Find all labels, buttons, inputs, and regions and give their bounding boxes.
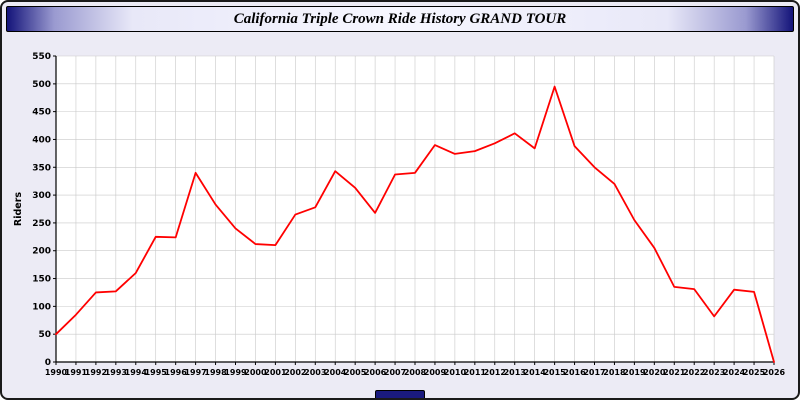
svg-text:1992: 1992 <box>85 368 107 377</box>
svg-text:50: 50 <box>38 330 51 340</box>
svg-text:2009: 2009 <box>424 368 447 377</box>
svg-text:Riders: Riders <box>13 192 24 227</box>
svg-text:1997: 1997 <box>184 368 206 377</box>
svg-text:300: 300 <box>32 191 51 201</box>
riders-line-chart: 0501001502002503003504004505005501990199… <box>13 52 786 377</box>
svg-text:2015: 2015 <box>543 368 566 377</box>
svg-text:2010: 2010 <box>444 368 467 377</box>
page-title: California Triple Crown Ride History GRA… <box>233 10 567 27</box>
svg-text:1994: 1994 <box>125 368 148 377</box>
svg-text:2011: 2011 <box>464 368 487 377</box>
chart-panel: 0 50 100 150 200 250 300 350 400 450 500 550 1990 199… <box>10 46 790 392</box>
svg-text:350: 350 <box>32 163 51 173</box>
svg-text:2026: 2026 <box>763 368 786 377</box>
svg-text:1993: 1993 <box>105 368 127 377</box>
svg-text:2004: 2004 <box>324 368 347 377</box>
bottom-accent-bar <box>375 390 425 398</box>
svg-text:2014: 2014 <box>524 368 547 377</box>
svg-text:1991: 1991 <box>65 368 88 377</box>
svg-text:2022: 2022 <box>683 368 705 377</box>
svg-text:2003: 2003 <box>304 368 326 377</box>
svg-text:2007: 2007 <box>384 368 406 377</box>
svg-text:0: 0 <box>45 358 51 368</box>
svg-text:2023: 2023 <box>703 368 725 377</box>
svg-text:500: 500 <box>32 80 51 90</box>
svg-text:1990: 1990 <box>45 368 68 377</box>
svg-text:2021: 2021 <box>663 368 686 377</box>
svg-text:2025: 2025 <box>743 368 766 377</box>
svg-text:2019: 2019 <box>623 368 646 377</box>
svg-text:250: 250 <box>32 219 51 229</box>
svg-text:2006: 2006 <box>364 368 387 377</box>
title-bar: California Triple Crown Ride History GRA… <box>6 6 794 32</box>
svg-text:150: 150 <box>32 275 51 285</box>
svg-text:100: 100 <box>32 302 51 312</box>
svg-text:2008: 2008 <box>404 368 427 377</box>
svg-text:2005: 2005 <box>344 368 367 377</box>
svg-text:450: 450 <box>32 108 51 118</box>
svg-text:2001: 2001 <box>264 368 287 377</box>
svg-text:2017: 2017 <box>583 368 605 377</box>
svg-text:2013: 2013 <box>504 368 526 377</box>
svg-text:2016: 2016 <box>563 368 586 377</box>
svg-text:1999: 1999 <box>224 368 247 377</box>
svg-text:1996: 1996 <box>165 368 188 377</box>
svg-text:1998: 1998 <box>204 368 227 377</box>
svg-text:2012: 2012 <box>484 368 506 377</box>
svg-text:2020: 2020 <box>643 368 666 377</box>
svg-text:1995: 1995 <box>145 368 168 377</box>
svg-text:2024: 2024 <box>723 368 746 377</box>
svg-text:200: 200 <box>32 247 51 257</box>
svg-text:550: 550 <box>32 52 51 62</box>
svg-text:400: 400 <box>32 135 51 145</box>
svg-text:2002: 2002 <box>284 368 306 377</box>
svg-text:2018: 2018 <box>603 368 626 377</box>
svg-text:2000: 2000 <box>244 368 267 377</box>
